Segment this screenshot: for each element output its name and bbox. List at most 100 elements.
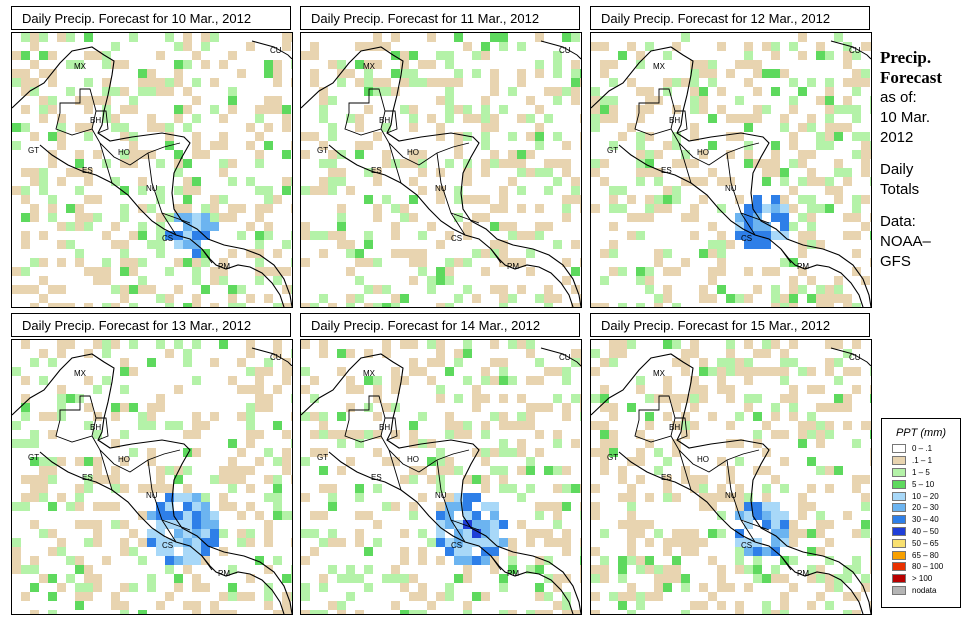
precip-cell [618,340,627,349]
precip-cell [526,529,535,538]
precip-cell [454,358,463,367]
precip-cell [834,186,843,195]
precip-cell [627,547,636,556]
country-label: CS [451,541,462,550]
precip-cell [870,421,871,430]
precip-cell [771,574,780,583]
precip-cell [472,213,481,222]
precip-cell [499,538,508,547]
country-label: CS [451,234,462,243]
precip-cell [255,105,264,114]
precip-cell [753,412,762,421]
precip-cell [690,484,699,493]
precip-cell [717,240,726,249]
precip-cell [120,186,129,195]
precip-cell [328,484,337,493]
precip-cell [120,610,129,614]
precip-cell [174,69,183,78]
precip-cell [454,69,463,78]
precip-cell [120,150,129,159]
precip-cell [499,195,508,204]
precip-cell [57,403,66,412]
precip-cell [699,150,708,159]
precip-cell [600,448,609,457]
precip-cell [138,222,147,231]
precip-cell [201,493,210,502]
precip-cell [762,168,771,177]
precip-cell [255,186,264,195]
precip-cell [726,475,735,484]
sidebar-title-1: Precip. [880,48,932,67]
precip-cell [111,439,120,448]
precip-cell [129,267,138,276]
country-label: NU [435,184,447,193]
precip-cell [264,565,273,574]
precip-cell [571,240,580,249]
precip-cell [210,412,219,421]
precip-cell [544,403,553,412]
precip-cell [517,231,526,240]
country-border [388,142,402,184]
precip-cell [391,367,400,376]
precip-cell [571,303,580,307]
precip-cell [310,231,319,240]
precip-map: MX BH GT HO ES NU CS PM CU [300,32,582,308]
precip-cell [816,565,825,574]
precip-cell [156,195,165,204]
precip-cell [174,258,183,267]
precip-cell [535,511,544,520]
precip-cell [75,222,84,231]
precip-cell [138,69,147,78]
precip-cell [825,303,834,307]
precip-cell [93,583,102,592]
precip-cell [355,114,364,123]
precip-cell [654,204,663,213]
precip-cell [562,258,571,267]
precip-cell [337,466,346,475]
precip-cell [355,294,364,303]
precip-cell [861,168,870,177]
precip-cell [93,51,102,60]
precip-cell [165,33,174,42]
precip-cell [636,303,645,307]
country-label: PM [218,262,230,271]
precip-cell [219,168,228,177]
precip-cell [852,267,861,276]
precip-cell [12,141,21,150]
precip-cell [165,231,174,240]
precip-cell [562,33,571,42]
precip-cell [762,511,771,520]
precip-cell [57,547,66,556]
precip-cell [264,60,273,69]
precip-cell [147,123,156,132]
precip-cell [201,547,210,556]
precip-cell [571,439,580,448]
precip-cell [183,33,192,42]
precip-cell [825,574,834,583]
precip-cell [762,105,771,114]
precip-cell [517,340,526,349]
precip-cell [562,466,571,475]
precip-cell [562,412,571,421]
precip-cell [282,123,291,132]
precip-cell [228,484,237,493]
legend-swatch [892,526,906,536]
precip-cell [310,610,319,614]
precip-cell [499,285,508,294]
precip-cell [807,114,816,123]
legend-item: 10 – 20 [882,490,960,502]
precip-cell [699,358,708,367]
precip-cell [291,33,292,42]
precip-cell [418,258,427,267]
country-border [634,395,676,443]
precip-cell [636,150,645,159]
precip-cell [391,376,400,385]
precip-cell [454,421,463,430]
precip-cell [246,123,255,132]
precip-cell [843,42,852,51]
precip-cell [382,78,391,87]
precip-cell [66,394,75,403]
precip-cell [627,610,636,614]
precip-cell [789,556,798,565]
precip-cell [364,511,373,520]
